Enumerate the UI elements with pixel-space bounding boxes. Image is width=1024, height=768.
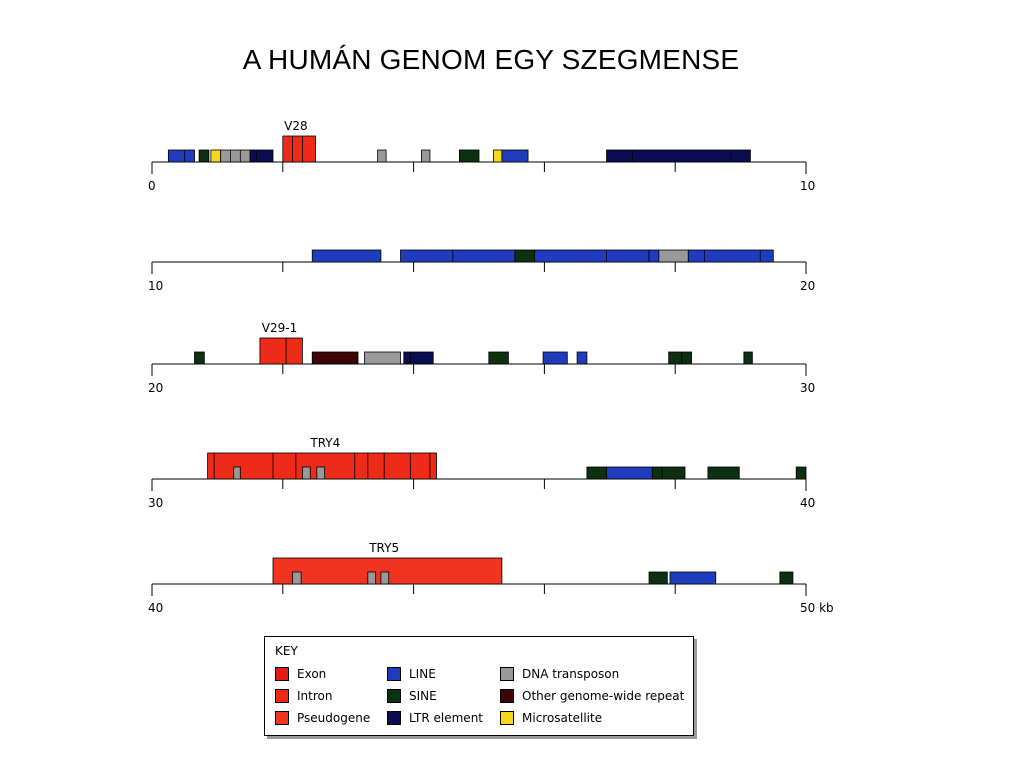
legend-swatch-other-repeat [500, 689, 514, 703]
legend-swatch-dna-transposon [500, 667, 514, 681]
legend-swatch-pseudogene [275, 711, 289, 725]
feature-sine [458, 149, 480, 163]
legend-label-intron: Intron [297, 689, 333, 703]
legend-item-exon: Exon [275, 666, 326, 682]
legend-item-sine: SINE [387, 688, 437, 704]
feature-intron [259, 337, 303, 365]
feature-line [576, 351, 588, 365]
legend-item-intron: Intron [275, 688, 332, 704]
feature-dna [233, 466, 241, 480]
legend-item-other-repeat: Other genome-wide repeat [500, 688, 684, 704]
legend: KEY Exon LINE DNA transposon Intron SINE… [264, 636, 694, 736]
feature-line [606, 466, 653, 480]
legend-item-line: LINE [387, 666, 436, 682]
feature-sine [779, 571, 794, 585]
legend-swatch-ltr-element [387, 711, 401, 725]
legend-label-pseudogene: Pseudogene [297, 711, 371, 725]
feature-sine [514, 249, 535, 263]
legend-item-pseudogene: Pseudogene [275, 710, 370, 726]
feature-line [534, 249, 650, 263]
gene-label: V28 [284, 119, 307, 133]
feature-dna [380, 571, 390, 585]
legend-item-microsatellite: Microsatellite [500, 710, 602, 726]
feature-micro [492, 149, 503, 163]
legend-label-sine: SINE [409, 689, 437, 703]
feature-dna [316, 466, 326, 480]
feature-line [669, 571, 717, 585]
legend-label-ltr-element: LTR element [409, 711, 483, 725]
feature-sine [651, 466, 686, 480]
feature-line [400, 249, 516, 263]
feature-sine [648, 571, 668, 585]
feature-other [311, 351, 359, 365]
feature-sine [707, 466, 740, 480]
feature-sine [668, 351, 692, 365]
legend-item-dna-transposon: DNA transposon [500, 666, 619, 682]
legend-label-line: LINE [409, 667, 436, 681]
feature-ltr [606, 149, 751, 163]
feature-sine [795, 466, 807, 480]
feature-sine [194, 351, 205, 365]
legend-swatch-microsatellite [500, 711, 514, 725]
feature-sine [743, 351, 753, 365]
axis-end-label: 30 [800, 381, 815, 395]
feature-dna [302, 466, 311, 480]
gene-label: TRY5 [368, 541, 399, 555]
axis-start-label: 40 [148, 601, 163, 615]
feature-intron [282, 135, 316, 163]
feature-sine [488, 351, 509, 365]
gene-label: V29-1 [262, 321, 297, 335]
feature-line [501, 149, 529, 163]
feature-line [311, 249, 382, 263]
feature-dna [220, 149, 251, 163]
feature-dna [292, 571, 302, 585]
feature-line [542, 351, 568, 365]
feature-micro [210, 149, 222, 163]
axis-start-label: 10 [148, 279, 163, 293]
axis-start-label: 0 [148, 179, 156, 193]
axis-end-label: 40 [800, 496, 815, 510]
legend-swatch-line [387, 667, 401, 681]
axis-start-label: 30 [148, 496, 163, 510]
feature-ltr [403, 351, 434, 365]
feature-line [687, 249, 774, 263]
legend-swatch-exon [275, 667, 289, 681]
page-title: A HUMÁN GENOM EGY SZEGMENSE [242, 44, 740, 75]
feature-dna [658, 249, 689, 263]
feature-line [167, 149, 195, 163]
legend-label-microsatellite: Microsatellite [522, 711, 603, 725]
legend-title: KEY [275, 644, 298, 658]
feature-line [648, 249, 660, 263]
genome-map: 0 10 V28 10 20 20 30 V29-1 30 40 TRY4 40 50 kb TRY5 [148, 119, 834, 615]
axis-end-label: 10 [800, 179, 815, 193]
legend-swatch-sine [387, 689, 401, 703]
feature-dna [367, 571, 377, 585]
feature-sine [198, 149, 210, 163]
feature-dna [377, 149, 387, 163]
feature-sine [586, 466, 607, 480]
legend-item-ltr-element: LTR element [387, 710, 483, 726]
legend-label-dna-transposon: DNA transposon [522, 667, 620, 681]
axis-end-label: 50 kb [800, 601, 834, 615]
legend-label-exon: Exon [297, 667, 327, 681]
feature-ltr [249, 149, 274, 163]
axis-end-label: 20 [800, 279, 815, 293]
legend-swatch-intron [275, 689, 289, 703]
axis-start-label: 20 [148, 381, 163, 395]
feature-dna [421, 149, 431, 163]
gene-label: TRY4 [309, 436, 340, 450]
legend-label-other-repeat: Other genome-wide repeat [522, 689, 685, 703]
feature-dna [364, 351, 401, 365]
